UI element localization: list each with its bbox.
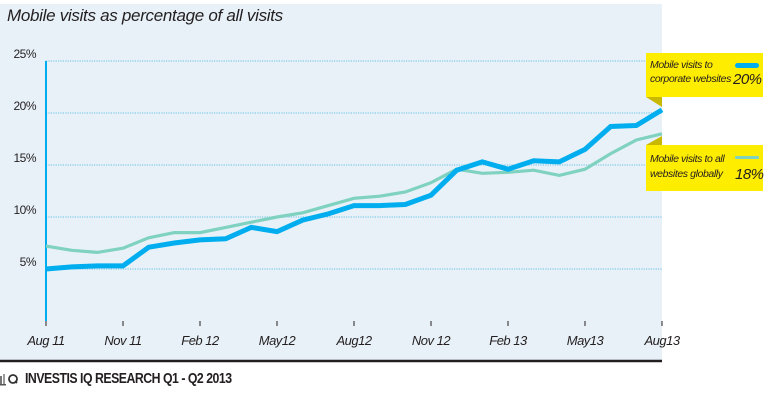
y-tick-label: 10% [13, 203, 36, 217]
x-tick-label: Aug13 [643, 333, 680, 348]
series-line-global [45, 132, 663, 255]
legend-folds [646, 97, 662, 145]
x-tick-label: May12 [259, 333, 297, 348]
legend-corporate-websites: Mobile visits to corporate websites 20% [646, 53, 763, 97]
footer-source-text: INVESTIS IQ RESEARCH Q1 - Q2 2013 [25, 370, 232, 387]
series-lines [45, 107, 664, 272]
legend-all-websites: Mobile visits to all websites globally 1… [646, 145, 764, 191]
chart-title: Mobile visits as percentage of all visit… [7, 6, 283, 25]
legend-fold-corporate [646, 97, 662, 107]
legend-swatch-green [735, 156, 759, 159]
x-tick-label: Nov 12 [412, 333, 451, 348]
chart-panel [0, 4, 662, 360]
x-tick-label: Feb 12 [181, 333, 220, 348]
gridlines [46, 60, 662, 270]
y-tick-label: 5% [20, 255, 37, 269]
legend-label-line2: websites globally [650, 168, 723, 180]
y-tick-label: 20% [13, 99, 36, 113]
x-tick-label: Nov 11 [104, 333, 141, 348]
y-tick-label: 15% [13, 151, 36, 165]
legend-label-line2: corporate websites [650, 73, 731, 85]
legend-value: 20% [733, 71, 762, 88]
legend-value: 18% [735, 166, 764, 183]
footer: INVESTIS IQ RESEARCH Q1 - Q2 2013 [0, 370, 277, 387]
legend-label-line1: Mobile visits to all [650, 153, 725, 165]
x-tick-label: Aug 11 [26, 333, 65, 348]
legend-fold-global [646, 136, 662, 145]
y-tick-label: 25% [13, 47, 36, 61]
x-tick-label: Feb 13 [489, 333, 528, 348]
x-axis: Aug 11 Nov 11 Feb 12 May12 Aug12 Nov 12 Feb 13… [0, 321, 681, 363]
x-tick-label: May13 [567, 333, 605, 348]
legend-swatch-blue [735, 63, 759, 68]
y-axis-ticks: 5% 10% 15% 20% 25% [13, 47, 47, 321]
legend-label-line1: Mobile visits to [650, 59, 713, 71]
x-tick-label: Aug12 [335, 333, 372, 348]
series-line-corporate [45, 107, 664, 272]
investis-iq-logo-icon [0, 372, 20, 386]
